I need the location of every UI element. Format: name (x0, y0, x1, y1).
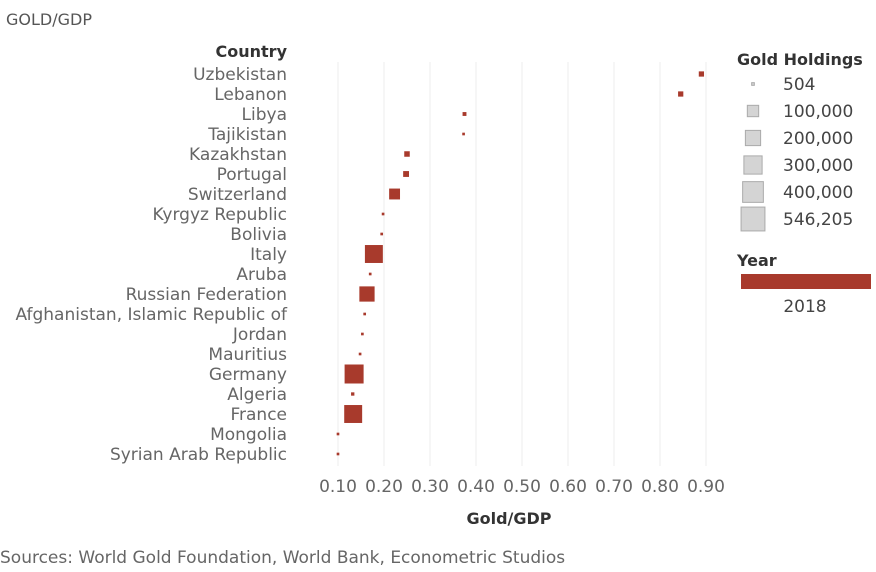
row-header: Country (216, 42, 288, 61)
country-label: Syrian Arab Republic (110, 445, 287, 465)
country-label: Kazakhstan (189, 145, 287, 165)
data-point[interactable] (462, 132, 465, 136)
data-point[interactable] (364, 245, 383, 263)
size-legend-swatch (746, 104, 760, 118)
data-marks (336, 71, 705, 456)
country-label: Bolivia (230, 225, 287, 245)
size-legend-label: 300,000 (783, 156, 853, 176)
country-label: France (230, 405, 287, 425)
size-legend-label: 100,000 (783, 102, 853, 122)
country-label: Libya (242, 105, 287, 125)
x-ticks: 0.10 0.20 0.30 0.40 0.50 0.60 0.70 0.80 0.90 (319, 477, 725, 497)
size-legend-label: 546,205 (783, 210, 853, 230)
data-point[interactable] (363, 312, 367, 316)
page-title: GOLD/GDP (6, 10, 92, 29)
country-label: Portugal (217, 165, 287, 185)
country-label: Afghanistan, Islamic Republic of (15, 305, 288, 325)
x-axis-label: Gold/GDP (466, 509, 551, 528)
data-point[interactable] (358, 352, 362, 356)
size-legend-swatch (740, 206, 766, 232)
data-point[interactable] (336, 452, 340, 456)
data-point[interactable] (351, 392, 355, 396)
country-label: Switzerland (188, 185, 287, 205)
size-legend-title: Gold Holdings (737, 50, 863, 69)
country-label: Algeria (227, 385, 287, 405)
country-label: Mauritius (208, 345, 287, 365)
x-tick-label: 0.30 (411, 477, 449, 497)
data-point[interactable] (359, 286, 375, 302)
data-point[interactable] (380, 232, 384, 236)
data-point[interactable] (344, 405, 363, 423)
x-tick-label: 0.60 (549, 477, 587, 497)
country-label: Italy (250, 245, 287, 265)
size-legend-swatch (751, 82, 755, 86)
country-label: Lebanon (214, 85, 287, 105)
source-note: Sources: World Gold Foundation, World Ba… (0, 548, 566, 568)
country-label: Uzbekistan (193, 65, 287, 85)
size-legend-label: 200,000 (783, 129, 853, 149)
country-label: Kyrgyz Republic (153, 205, 288, 225)
size-legend-label: 504 (783, 75, 815, 95)
color-legend-swatch-2018 (741, 274, 871, 289)
size-legend: 504 100,000 200,000 300,000 400,000 546,205 (740, 75, 853, 232)
data-point[interactable] (344, 364, 364, 384)
data-point[interactable] (404, 151, 410, 157)
x-tick-label: 0.10 (319, 477, 357, 497)
size-legend-swatch (742, 181, 764, 203)
country-label: Germany (209, 365, 287, 385)
data-point[interactable] (381, 212, 385, 216)
x-tick-label: 0.40 (457, 477, 495, 497)
gold-gdp-chart: Country UzbekistanLebanonLibyaTajikistan… (15, 42, 871, 528)
color-legend-label-2018: 2018 (783, 297, 826, 317)
x-tick-label: 0.80 (641, 477, 679, 497)
country-rows: UzbekistanLebanonLibyaTajikistanKazakhst… (15, 65, 288, 465)
country-label: Mongolia (210, 425, 287, 445)
data-point[interactable] (678, 91, 684, 97)
country-label: Tajikistan (207, 125, 287, 145)
country-label: Aruba (236, 265, 287, 285)
country-label: Jordan (232, 325, 287, 345)
color-legend-title: Year (736, 251, 777, 270)
data-point[interactable] (389, 188, 401, 200)
size-legend-swatch (743, 155, 763, 175)
data-point[interactable] (698, 71, 705, 77)
data-point[interactable] (368, 272, 372, 276)
country-label: Russian Federation (126, 285, 287, 305)
data-point[interactable] (462, 112, 467, 116)
x-tick-label: 0.70 (595, 477, 633, 497)
x-tick-label: 0.20 (365, 477, 403, 497)
data-point[interactable] (403, 171, 410, 177)
size-legend-label: 400,000 (783, 183, 853, 203)
x-tick-label: 0.50 (503, 477, 541, 497)
data-point[interactable] (361, 332, 364, 336)
data-point[interactable] (336, 432, 340, 436)
size-legend-swatch (744, 129, 762, 147)
x-tick-label: 0.90 (687, 477, 725, 497)
gridlines (337, 62, 707, 466)
